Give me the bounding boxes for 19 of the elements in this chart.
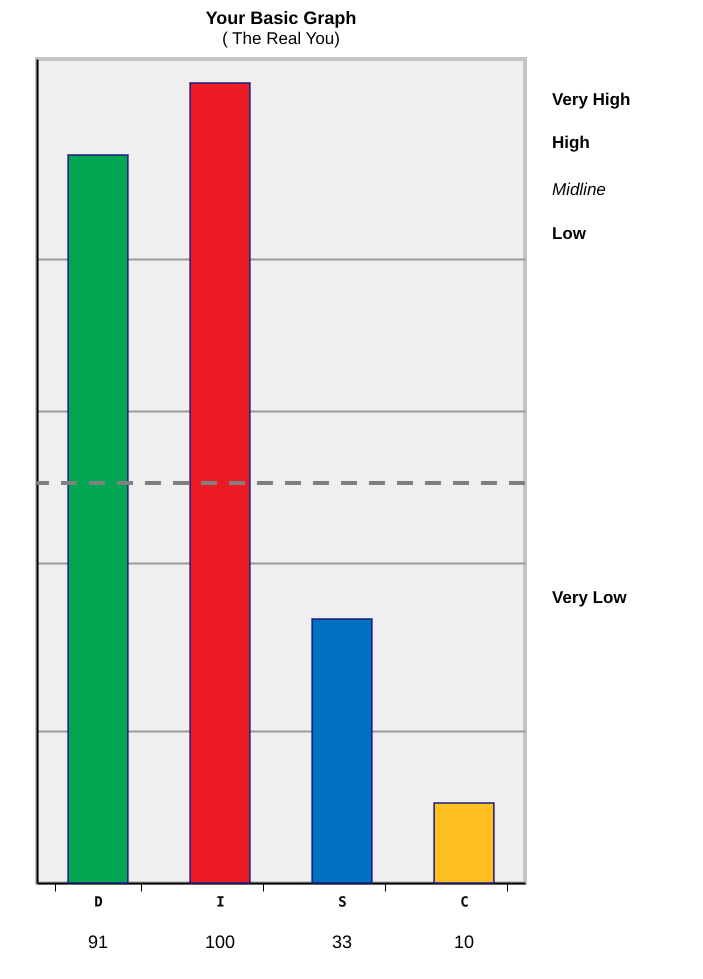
x-tick-label: D <box>94 894 103 910</box>
bar <box>67 154 129 884</box>
x-tick-label: C <box>460 894 469 910</box>
bar <box>311 618 373 884</box>
x-tick-label: S <box>338 894 347 910</box>
bar <box>433 802 495 884</box>
chart-title: Your Basic Graph <box>206 8 356 28</box>
text: Very High <box>552 90 630 110</box>
data-label: 10 <box>454 932 474 952</box>
text: Low <box>552 224 586 244</box>
text: High <box>552 133 590 153</box>
x-tick-label: I <box>216 894 225 910</box>
data-label: 33 <box>332 932 352 952</box>
text: Midline <box>552 180 606 200</box>
text: Very Low <box>552 588 627 608</box>
chart-subtitle: ( The Real You) <box>222 29 340 48</box>
bar <box>189 82 251 884</box>
data-label: 100 <box>204 932 236 952</box>
data-label: 91 <box>88 932 108 952</box>
